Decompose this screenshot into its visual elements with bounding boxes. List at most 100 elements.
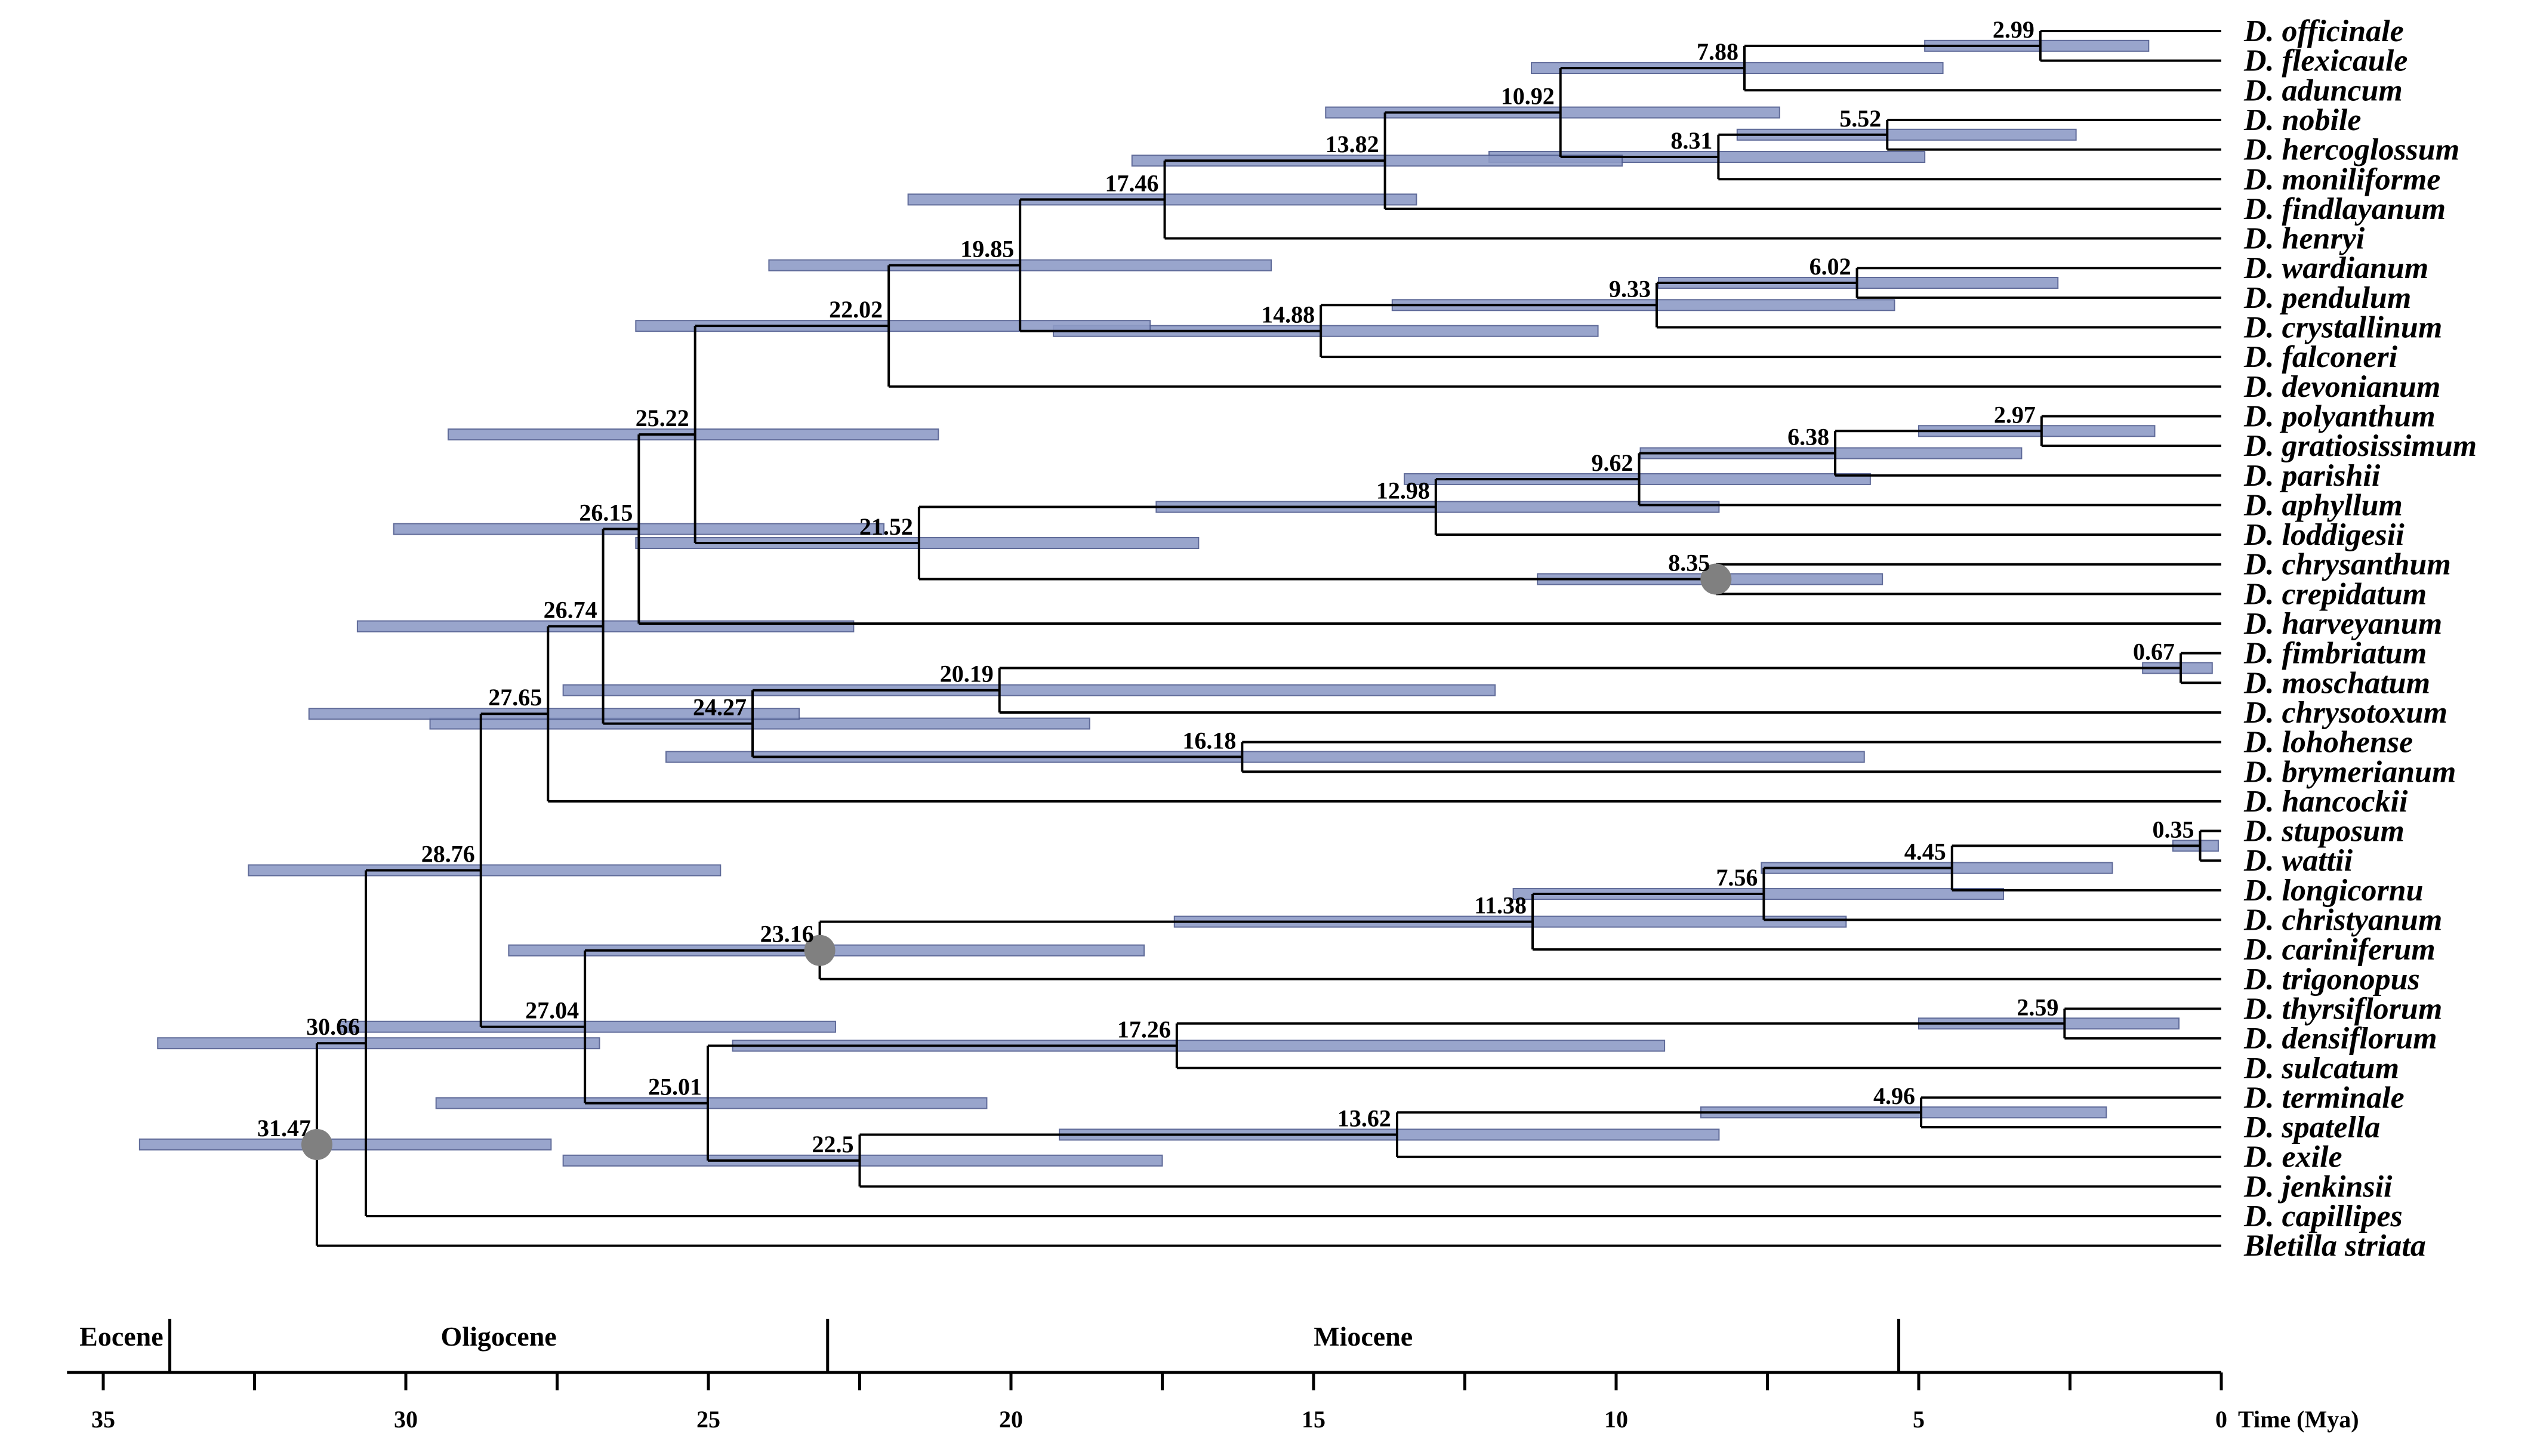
tip-label: D. loddigesii <box>2243 518 2405 552</box>
node-age-label: 5.52 <box>1839 105 1881 132</box>
node-age-label: 11.38 <box>1474 892 1527 919</box>
node-age-label: 7.56 <box>1716 864 1758 891</box>
hpd-bar-n36 <box>562 1154 1163 1167</box>
node-age-label: 7.88 <box>1697 38 1738 65</box>
axis-tick-label: 20 <box>999 1406 1023 1433</box>
hpd-bar-n12 <box>635 320 1151 332</box>
axis-tick-label: 5 <box>1913 1406 1925 1433</box>
node-age-label: 0.67 <box>2133 638 2175 665</box>
hpd-bar-n24 <box>429 717 1090 730</box>
tip-label: D. brymerianum <box>2243 755 2456 789</box>
axis-title: Time (Mya) <box>2238 1406 2359 1433</box>
epoch-label-eocene: Eocene <box>79 1321 164 1352</box>
tip-label: D. hercoglossum <box>2243 133 2459 167</box>
node-age-label: 17.46 <box>1105 169 1159 196</box>
tip-label: D. exile <box>2243 1140 2342 1174</box>
node-age-labels: 2.99 7.88 5.52 8.31 10.92 13.82 17.46 6.02 9.33 1… <box>257 16 2194 1158</box>
axis-tick-label: 15 <box>1302 1406 1325 1433</box>
node-age-label: 17.26 <box>1117 1016 1171 1043</box>
tip-label: D. devonianum <box>2243 370 2440 404</box>
node-age-label: 0.35 <box>2153 816 2194 843</box>
node-age-label: 14.88 <box>1261 301 1315 328</box>
epoch-label-miocene: Miocene <box>1314 1321 1413 1352</box>
tip-label: D. parishii <box>2243 459 2381 493</box>
tip-label: D. moschatum <box>2243 666 2430 700</box>
tip-label: D. longicornu <box>2243 874 2424 908</box>
axis-tick-label: 30 <box>394 1406 418 1433</box>
time-axis: 35 30 25 20 15 10 5 0 Time (Mya) <box>67 1371 2359 1433</box>
tip-label: D. thyrsiflorum <box>2243 992 2442 1026</box>
node-age-label: 10.92 <box>1501 83 1555 110</box>
tip-label: D. nobile <box>2243 103 2361 137</box>
node-age-label: 22.5 <box>812 1131 854 1158</box>
node-age-label: 8.31 <box>1670 127 1712 154</box>
tip-label: D. harveyanum <box>2243 607 2442 641</box>
tip-label: D. densiflorum <box>2243 1022 2437 1056</box>
tip-label: D. henryi <box>2243 222 2365 256</box>
tip-label: D. findlayanum <box>2243 192 2446 226</box>
node-age-label: 23.16 <box>760 921 814 948</box>
node-age-label: 4.96 <box>1873 1082 1915 1109</box>
node-age-label: 26.74 <box>544 597 597 624</box>
node-age-label: 2.59 <box>2017 994 2058 1020</box>
axis-tick-label: 0 <box>2215 1406 2227 1433</box>
tip-label: D. trigonopus <box>2243 963 2420 997</box>
tip-label: D. sulcatum <box>2243 1051 2399 1085</box>
hpd-bar-n23 <box>665 751 1865 763</box>
tip-label: D. officinale <box>2243 14 2404 48</box>
tip-label: D. gratiosissimum <box>2243 429 2477 463</box>
tip-label: D. christyanum <box>2243 903 2442 937</box>
tip-label: D. stuposum <box>2243 815 2405 849</box>
geologic-timescale: Eocene Oligocene Miocene <box>79 1319 1901 1372</box>
node-age-label: 21.52 <box>859 513 913 540</box>
tip-label: D. lohohense <box>2243 726 2413 760</box>
node-age-label: 6.02 <box>1809 253 1851 280</box>
tip-label: D. moniliforme <box>2243 162 2440 196</box>
tip-label: D. terminale <box>2243 1081 2405 1115</box>
hpd-bar-n22 <box>562 684 1496 696</box>
branches-layer <box>315 30 2221 1247</box>
node-age-label: 27.04 <box>525 997 579 1024</box>
node-age-label: 31.47 <box>257 1115 311 1142</box>
node-age-label: 4.45 <box>1904 838 1946 865</box>
hpd-bar-n39 <box>248 864 722 877</box>
tip-label: D. fimbriatum <box>2243 637 2427 671</box>
tip-label: D. flexicaule <box>2243 44 2407 78</box>
node-age-label: 25.22 <box>636 405 689 431</box>
tip-label: D. aphyllum <box>2243 488 2403 522</box>
node-age-label: 13.62 <box>1337 1105 1391 1131</box>
tip-label: D. wardianum <box>2243 251 2428 285</box>
tip-label: D. falconeri <box>2243 340 2398 374</box>
axis-tick-label: 10 <box>1604 1406 1628 1433</box>
tip-label: Bletilla striata <box>2243 1229 2426 1263</box>
tip-label: D. chrysanthum <box>2243 548 2451 582</box>
node-age-label: 30.66 <box>306 1013 360 1040</box>
tip-label: D. wattii <box>2243 844 2353 878</box>
calibration-point-n31 <box>804 934 836 966</box>
hpd-bar-n37 <box>435 1097 988 1109</box>
node-age-label: 12.98 <box>1376 477 1430 504</box>
node-age-label: 8.35 <box>1668 550 1710 576</box>
node-age-label: 27.65 <box>488 684 542 711</box>
node-age-label: 2.97 <box>1994 401 2036 428</box>
tip-label: D. aduncum <box>2243 73 2403 107</box>
node-age-label: 13.82 <box>1325 131 1379 158</box>
calibration-point-n41 <box>301 1128 332 1160</box>
node-age-label: 25.01 <box>648 1074 702 1100</box>
hpd-bar-n26 <box>308 708 800 720</box>
node-age-label: 19.85 <box>960 236 1014 263</box>
axis-tick-label: 35 <box>91 1406 115 1433</box>
node-age-label: 26.15 <box>579 499 633 526</box>
tip-label: D. cariniferum <box>2243 933 2436 967</box>
hpd-bar-n38 <box>338 1020 836 1033</box>
tip-label: D. pendulum <box>2243 281 2411 315</box>
tip-label: D. chrysotoxum <box>2243 696 2447 730</box>
tip-label: D. hancockii <box>2243 785 2408 819</box>
tip-label: D. polyanthum <box>2243 399 2436 433</box>
node-age-label: 20.19 <box>940 661 994 687</box>
node-age-label: 24.27 <box>693 694 747 721</box>
node-age-label: 2.99 <box>1993 16 2034 43</box>
node-age-label: 28.76 <box>421 840 475 867</box>
